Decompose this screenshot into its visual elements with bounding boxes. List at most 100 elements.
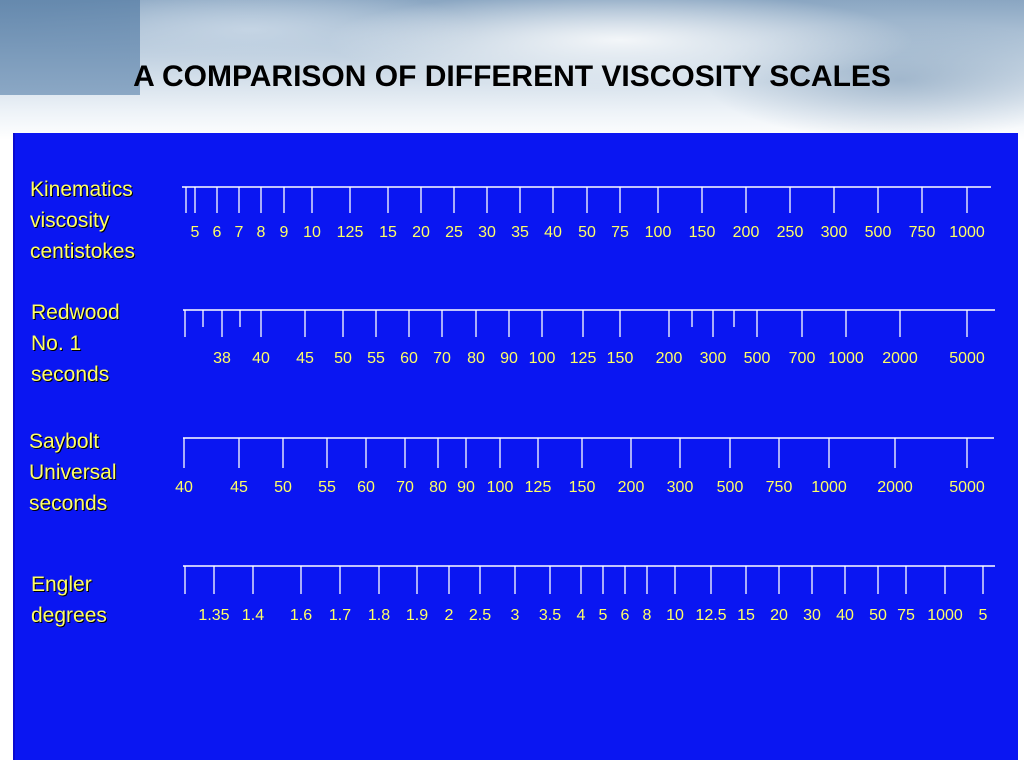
scale-label-line: viscosity [30,209,110,232]
scale-tick-label: 150 [689,224,716,241]
scale-tick-label: 125 [570,350,597,367]
scale-tick-label: 700 [789,350,816,367]
scale-tick-label: 9 [280,224,289,241]
scale-tick-label: 1.9 [406,607,428,624]
scale-tick-label: 50 [869,607,887,624]
header-left-strip [0,0,140,95]
scale-tick-label: 200 [656,350,683,367]
scale-saybolt: 40 45 50 55 60 70 80 90 100 125 150 200 300 500 750 100… [175,437,994,496]
scale-label-line: Kinematics [30,178,133,201]
scale-tick-label: 200 [733,224,760,241]
scale-label-saybolt: Saybolt Universal seconds [29,426,117,519]
scale-tick-label: 40 [252,350,270,367]
scale-tick-label: 2.5 [469,607,491,624]
scale-tick-label: 3 [511,607,520,624]
scale-label-line: Saybolt [29,430,100,453]
scale-tick-label: 1.7 [329,607,351,624]
scale-tick-label: 100 [645,224,672,241]
scale-tick-label: 90 [457,479,475,496]
scale-tick-label: 500 [744,350,771,367]
scale-tick-label: 300 [821,224,848,241]
scale-tick-label: 150 [569,479,596,496]
scale-tick-label: 500 [717,479,744,496]
scale-tick-label: 75 [897,607,915,624]
page-title: A COMPARISON OF DIFFERENT VISCOSITY SCAL… [133,60,891,93]
scale-tick-label: 125 [337,224,364,241]
scale-label-redwood: Redwood No. 1 seconds [31,297,120,390]
scale-tick-label: 12.5 [695,607,726,624]
scale-tick-label: 70 [433,350,451,367]
scale-label-line: Universal [29,461,117,484]
scale-label-engler: Engler degrees [31,569,107,631]
scale-tick-label: 45 [230,479,248,496]
scale-tick-label: 5000 [949,350,985,367]
scale-tick-label: 38 [213,350,231,367]
scale-tick-label: 40 [175,479,193,496]
scale-tick-label: 35 [511,224,529,241]
scale-tick-label: 250 [777,224,804,241]
scale-tick-label: 20 [770,607,788,624]
scale-tick-label: 70 [396,479,414,496]
scale-tick-label: 55 [367,350,385,367]
scale-tick-label: 1.4 [242,607,264,624]
scale-tick-label: 40 [544,224,562,241]
scale-label-line: No. 1 [31,332,82,355]
scale-label-line: degrees [31,604,107,627]
scale-tick-label: 1.8 [368,607,390,624]
scale-label-line: seconds [29,492,108,515]
scale-tick-label: 10 [666,607,684,624]
scale-tick-label: 10 [303,224,321,241]
scale-tick-label: 1000 [927,607,963,624]
scale-tick-label: 25 [445,224,463,241]
scale-kinematic: 5 6 7 8 9 10 125 15 20 25 30 35 40 50 75 100 150 200 250 30… [182,186,991,241]
scale-tick-label: 1.6 [290,607,312,624]
scale-tick-label: 500 [865,224,892,241]
scale-tick-label: 100 [487,479,514,496]
scale-tick-label: 2 [445,607,454,624]
scale-tick-label: 7 [235,224,244,241]
scale-tick-label: 5 [599,607,608,624]
scale-tick-label: 40 [836,607,854,624]
scale-tick-label: 50 [578,224,596,241]
scale-tick-label: 750 [766,479,793,496]
scale-tick-label: 5000 [949,479,985,496]
scale-tick-label: 200 [618,479,645,496]
scale-tick-label: 55 [318,479,336,496]
scale-tick-label: 1000 [949,224,985,241]
scale-engler: 1.35 1.4 1.6 1.7 1.8 1.9 2 2.5 3 3.5 4 5 6 8 10 12.5 15 2… [183,565,995,624]
scale-label-line: Engler [31,573,92,596]
scale-tick-label: 5 [979,607,988,624]
scale-tick-label: 150 [607,350,634,367]
scale-tick-label: 1000 [811,479,847,496]
scales-panel [13,133,1018,760]
scale-tick-label: 8 [257,224,266,241]
scale-tick-label: 6 [621,607,630,624]
scale-tick-label: 300 [700,350,727,367]
scale-tick-label: 1.35 [198,607,229,624]
scale-tick-label: 15 [737,607,755,624]
scale-tick-label: 50 [334,350,352,367]
scale-tick-label: 2000 [877,479,913,496]
header-water-background [0,0,1024,140]
scale-tick-label: 3.5 [539,607,561,624]
scale-tick-label: 6 [213,224,222,241]
scale-tick-label: 4 [577,607,586,624]
scale-tick-label: 90 [500,350,518,367]
scale-tick-label: 20 [412,224,430,241]
scale-label-kinematic: Kinematics viscosity centistokes [30,174,135,267]
scale-tick-label: 80 [429,479,447,496]
scale-tick-label: 45 [296,350,314,367]
scale-tick-label: 2000 [882,350,918,367]
scale-label-line: seconds [31,363,110,386]
scale-tick-label: 125 [525,479,552,496]
scale-tick-label: 30 [803,607,821,624]
scale-tick-label: 15 [379,224,397,241]
scale-label-line: Redwood [31,301,120,324]
scale-tick-label: 75 [611,224,629,241]
scale-tick-label: 300 [667,479,694,496]
scale-tick-label: 8 [643,607,652,624]
scale-tick-label: 1000 [828,350,864,367]
scale-tick-label: 60 [357,479,375,496]
scale-redwood: 38 40 45 50 55 60 70 80 90 100 125 150 200 300 500 700 1… [183,309,995,367]
scale-tick-label: 750 [909,224,936,241]
